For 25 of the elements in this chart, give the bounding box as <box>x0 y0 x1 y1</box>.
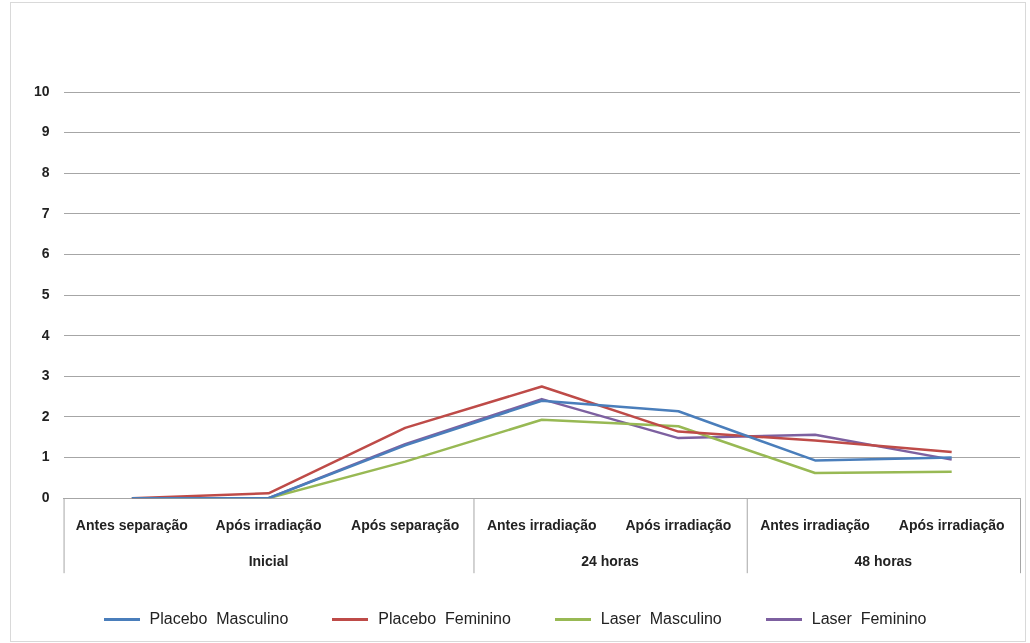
y-tick-label: 3 <box>41 367 50 384</box>
legend-label: Placebo Masculino <box>149 610 289 628</box>
x-tick-label: Antes separação <box>75 517 188 534</box>
y-tick-label: 9 <box>41 123 50 140</box>
y-tick-label: 1 <box>41 448 50 465</box>
y-tick-label: 5 <box>41 285 50 302</box>
y-tick-label: 0 <box>41 489 50 506</box>
y-tick-label: 6 <box>41 245 50 262</box>
x-tick-label: Antes irradiação <box>760 517 870 534</box>
x-tick-label: Após irradiação <box>625 517 732 534</box>
text: 48 horas <box>854 553 913 570</box>
y-tick-label: 7 <box>41 204 50 221</box>
x-tick-label: Após irradiação <box>898 517 1005 534</box>
legend-label: Laser Masculino <box>600 610 722 628</box>
x-tick-label: Após irradiação <box>215 517 322 534</box>
y-tick-label: 2 <box>41 407 50 424</box>
x-tick-label: Após separação <box>351 517 460 534</box>
text: Inicial <box>248 553 289 570</box>
legend-label: Laser Feminino <box>811 610 927 628</box>
text: 24 horas <box>581 553 640 570</box>
y-tick-label: 4 <box>41 326 50 343</box>
y-tick-label: 10 <box>33 82 50 99</box>
legend-label: Placebo Feminino <box>378 610 511 628</box>
y-tick-label: 8 <box>41 164 50 181</box>
x-tick-label: Antes irradiação <box>486 517 597 534</box>
